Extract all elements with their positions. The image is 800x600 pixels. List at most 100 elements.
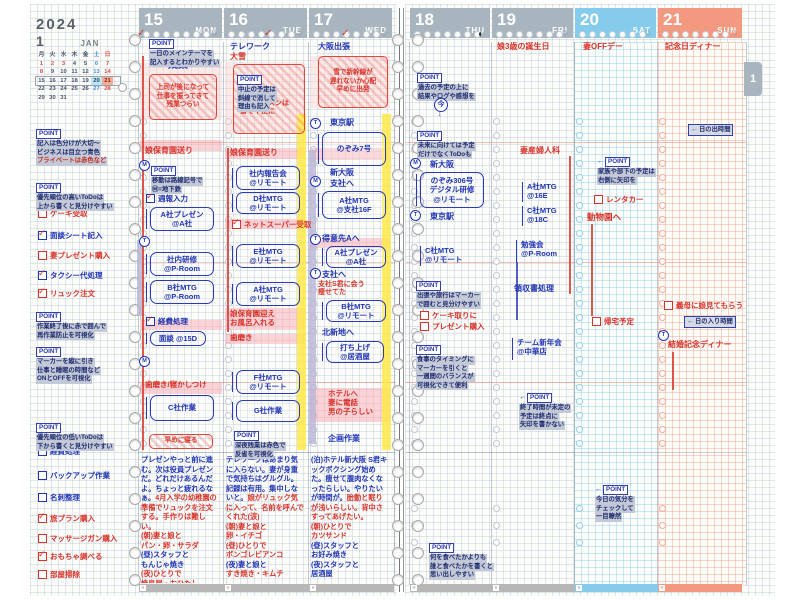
moon-phase-icon: ☽ [730,29,738,38]
binder-hole [412,223,424,235]
bottom-bar-sat [575,584,658,592]
mood-icon [576,522,583,529]
todo-checkbox[interactable]: リュック注文 [38,286,95,299]
schedule-entry: のぞみ306号 デジタル研修 @リモート [416,172,484,208]
mood-icon [225,539,232,546]
diary-entry: (泊)ホテル新大阪 S君キックボクシング始めた。痩せて腹肉なくなったらしい。やり… [311,455,389,583]
binder-hole [129,466,141,478]
hour-dot [493,230,500,237]
todo-checkbox[interactable]: 妻プレゼント購入 [38,250,110,261]
unchecked-checkbox-icon[interactable] [420,311,429,320]
handwritten-note: ✓ [264,28,273,39]
tip-note: POINT 記入は色分けが大切〜 ビジネスは目立つ青色 プライベートは赤色など [36,122,108,166]
hour-dot [225,132,232,139]
todo-checkbox[interactable]: ケーキ取りに [420,310,477,321]
todo-checkbox[interactable]: 旅プラン購入 [38,511,95,524]
todo-label: ネットスーパー受取 [244,220,312,229]
handwritten-note: ホテルへ 妻に電話 男の子らしい [328,389,373,416]
calendar-day-cell: 金 [82,52,89,58]
arrow-icon: ← [519,394,526,401]
calendar-day-cell: 20 [91,76,102,85]
hour-dot [659,216,666,223]
unchecked-checkbox-icon[interactable] [594,195,603,204]
unchecked-checkbox-icon[interactable] [592,317,601,326]
unchecked-checkbox-icon[interactable] [38,493,47,502]
checked-checkbox-icon[interactable] [232,217,241,229]
todo-checkbox[interactable]: 名刺整理 [38,492,80,503]
hour-dot [576,258,583,265]
checked-checkbox-icon[interactable] [146,191,155,203]
month-tab[interactable]: 1 [744,62,762,96]
unchecked-checkbox-icon[interactable] [420,322,429,331]
weather-stamp-icon [454,31,461,38]
weather-stamp-icon [333,31,340,38]
hour-dot [225,356,232,363]
unchecked-checkbox-icon[interactable] [664,301,673,310]
todo-checkbox[interactable]: 帰宅予定 [592,316,634,327]
point-body-text: 家族や部下の予定は [597,168,656,177]
todo-checkbox[interactable]: バックアップ作業 [38,470,110,481]
todo-checkbox[interactable]: タクシー代処理 [38,268,103,281]
hour-dot [576,118,583,125]
weather-stamp-icon [363,31,370,38]
todo-checkbox[interactable]: 経費処理 [146,314,188,327]
checked-checkbox-icon[interactable] [38,549,47,561]
todo-label: 経費処理 [50,447,80,456]
checked-checkbox-icon[interactable] [38,268,47,280]
unchecked-checkbox-icon[interactable] [38,251,47,260]
todo-checkbox[interactable]: おもちゃ調べる [38,549,103,562]
weather-icon-row [414,31,481,38]
mood-icon [576,505,583,512]
handwritten-note: ✓ [137,28,146,39]
route-line-icon: T [410,210,421,221]
schedule-entry: のぞみ7号 [318,132,386,166]
todo-label: タクシー代処理 [50,271,103,280]
todo-checkbox[interactable]: 部屋掃除 [38,569,80,580]
tip-note: POINT 優先順位の低いToDoは 下から書くと見分けやすい [36,416,114,451]
meal-log-text: (昼)ひとりで [226,540,267,550]
weather-stamp-icon [288,31,295,38]
point-body-text: で囲むと見分けやすい [416,300,481,309]
checked-checkbox-icon[interactable] [146,314,155,326]
unchecked-checkbox-icon[interactable] [38,471,47,480]
binder-hole [129,385,141,397]
todo-checkbox[interactable]: 面談シート記入 [38,228,103,241]
day-number: 21 [663,10,682,29]
highlight-marker [310,56,390,108]
todo-checkbox[interactable]: レンタカー [594,194,644,205]
binder-hole [392,574,404,586]
point-body-text: 過去の予定の上に [417,84,470,93]
todo-checkbox[interactable]: ネットスーパー受取 [232,217,312,230]
weather-stamp-icon [672,31,679,38]
hour-dot [493,202,500,209]
calendar-day-cell: 27 [93,86,100,92]
calendar-day-cell: 23 [49,86,56,92]
weather-stamp-icon [238,31,245,38]
unchecked-checkbox-icon[interactable] [38,570,47,579]
schedule-entry: B社MTG @リモート [322,300,386,322]
highlight-marker [225,148,305,159]
todo-checkbox[interactable]: 週報入力 [146,191,188,204]
point-body-text: 未来に向けては予定 [417,142,476,151]
weather-icon-row [579,31,646,38]
calendar-day-cell: 26 [82,86,89,92]
checked-checkbox-icon[interactable] [38,228,47,240]
checked-checkbox-icon[interactable] [38,511,47,523]
unchecked-checkbox-icon[interactable] [38,534,47,543]
todo-checkbox[interactable]: 義母に娘見てもらう [664,300,743,311]
point-body-text: 記入するとわかりやすい [149,58,221,67]
hour-dot [225,118,232,125]
schedule-entry: D社MTG @リモート [232,192,300,214]
binder-hole [129,439,141,451]
mood-icon [493,522,500,529]
todo-checkbox[interactable]: マッサージガン購入 [38,533,117,544]
binder-hole [129,547,141,559]
mood-icon [310,539,317,546]
calendar-day-cell: 22 [38,86,45,92]
binder-hole [392,34,404,46]
todo-checkbox[interactable]: プレゼント購入 [420,321,485,332]
checked-checkbox-icon[interactable] [38,286,47,298]
binder-hole [412,520,424,532]
hour-dot [493,314,500,321]
moon-phase-icon: ☽ [644,29,652,38]
